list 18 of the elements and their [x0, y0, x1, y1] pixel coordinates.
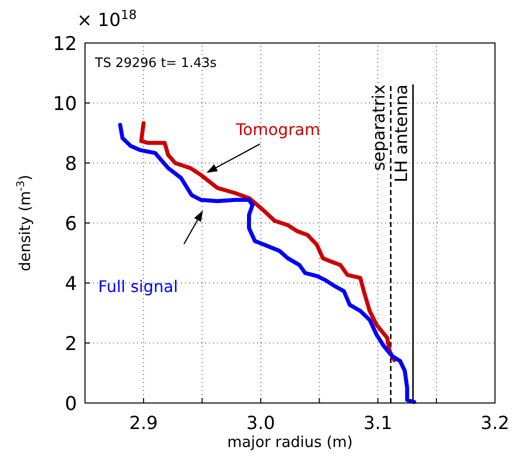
- y-tick-label: 12: [52, 33, 77, 55]
- y-tick-label: 10: [52, 93, 77, 115]
- x-tick-label: 3.2: [480, 413, 510, 434]
- y-tick-label: 8: [64, 153, 77, 175]
- y-tick-label: 6: [64, 213, 77, 235]
- x-axis-title: major radius (m): [227, 433, 353, 451]
- text: Tomogram: [234, 120, 320, 139]
- text: × 10$^{18}$: [77, 6, 137, 31]
- ref-line-label: separatrix: [370, 84, 390, 171]
- x-tick-label: 3.0: [246, 413, 276, 434]
- y-tick-label: 4: [64, 273, 77, 295]
- ref-line-label: LH antenna: [392, 84, 412, 182]
- x-tick-label: 3.1: [364, 413, 392, 434]
- text: Full signal: [98, 277, 178, 296]
- x-tick-label: 2.9: [129, 413, 158, 434]
- annotation: TS 29296 t= 1.43s: [94, 56, 217, 71]
- y-tick-label: 2: [64, 333, 77, 355]
- y-tick-label: 0: [64, 393, 77, 415]
